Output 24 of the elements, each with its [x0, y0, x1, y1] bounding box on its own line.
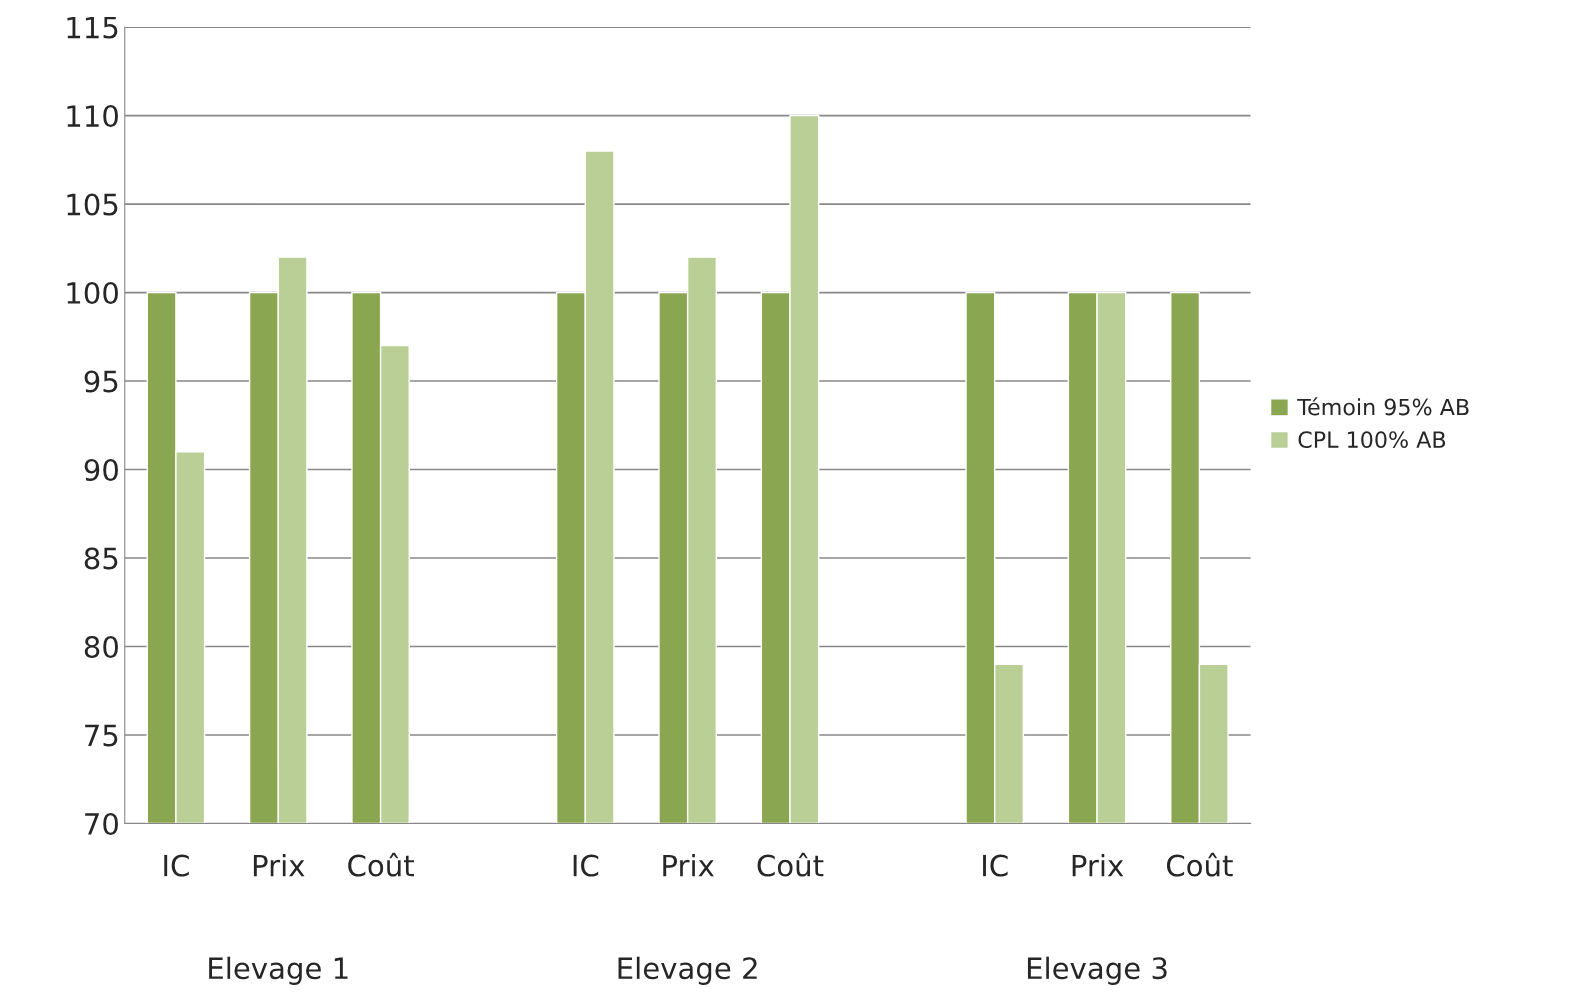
y-tick-label: 115: [67, 16, 118, 39]
x-tick-label: Coût: [757, 852, 824, 877]
x-tick-label: IC: [164, 854, 189, 877]
x-tick-label: Coût: [1166, 852, 1233, 877]
legend-label: Témoin 95% AB: [1297, 397, 1469, 416]
x-tick-label: IC: [983, 854, 1008, 877]
x-tick-label: Prix: [1072, 854, 1124, 877]
y-tick-label: 75: [85, 724, 118, 747]
y-tick-label: 80: [84, 635, 118, 658]
y-tick-label: 85: [84, 547, 118, 570]
y-tick-label: 100: [67, 281, 118, 305]
y-tick-label: 95: [84, 370, 118, 393]
y-tick-label: 110: [67, 105, 118, 128]
x-tick-label: Prix: [663, 854, 714, 877]
x-tick-label: Coût: [348, 852, 414, 877]
x-tick-label: Prix: [253, 854, 305, 877]
text: Elevage 3: [1027, 956, 1167, 985]
y-tick-label: 70: [85, 812, 118, 835]
legend-label: CPL 100% AB: [1298, 431, 1446, 449]
y-tick-label: 105: [67, 193, 118, 216]
x-tick-label: IC: [573, 854, 599, 877]
text: Elevage 2: [618, 956, 757, 985]
y-tick-label: 90: [84, 458, 118, 482]
text: Elevage 1: [209, 956, 348, 985]
